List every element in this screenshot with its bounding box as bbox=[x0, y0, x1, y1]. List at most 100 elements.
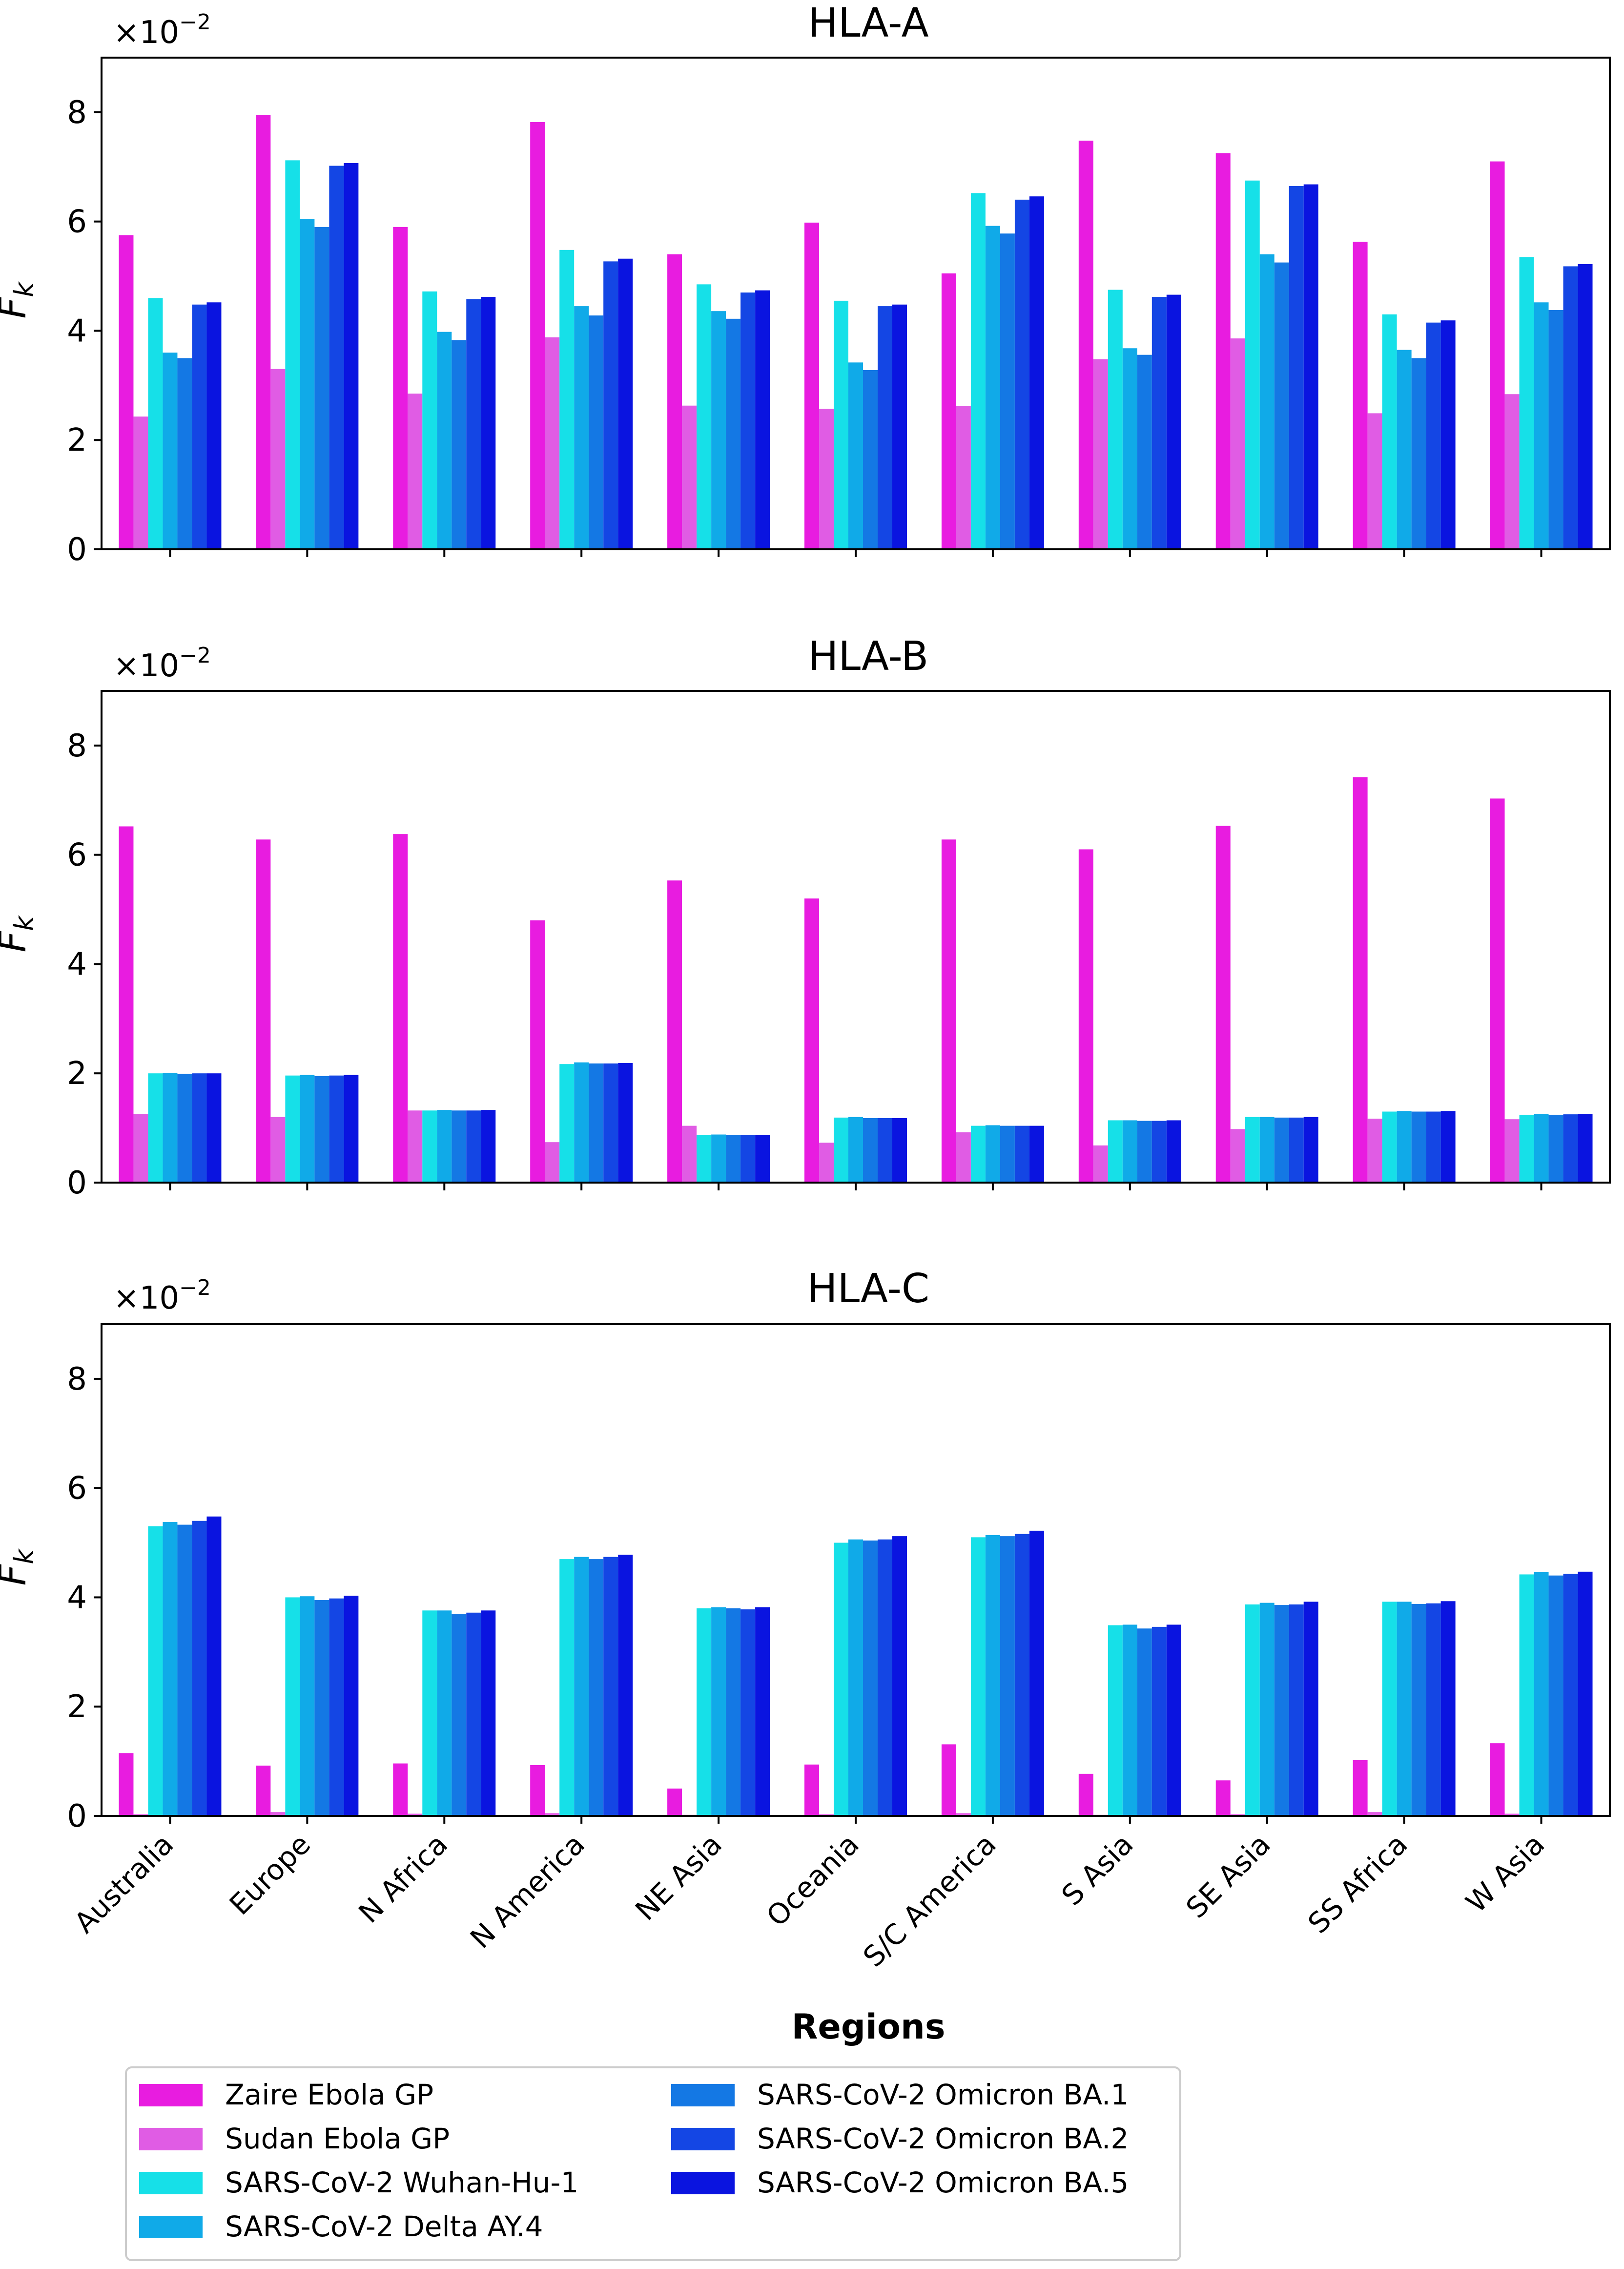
legend-label: SARS-CoV-2 Delta AY.4 bbox=[225, 2210, 543, 2243]
legend-label: SARS-CoV-2 Wuhan-Hu-1 bbox=[225, 2166, 578, 2199]
bar bbox=[1029, 1125, 1044, 1183]
panel-hla-c: HLA-C ×10−2 Fk 0 2 4 6 8 bbox=[0, 1266, 1611, 1834]
bar bbox=[1274, 262, 1289, 549]
legend-swatch bbox=[671, 2084, 735, 2106]
bar bbox=[711, 1607, 726, 1816]
bar bbox=[1093, 359, 1108, 549]
legend-frame bbox=[125, 2066, 1181, 2261]
bar bbox=[1426, 1111, 1441, 1183]
bar bbox=[1534, 302, 1549, 549]
y-tick-label: 0 bbox=[67, 1798, 87, 1834]
y-tick-label: 0 bbox=[67, 532, 87, 568]
bar bbox=[755, 1135, 770, 1183]
bar bbox=[618, 258, 633, 549]
bar bbox=[163, 353, 178, 549]
bar bbox=[574, 1557, 589, 1816]
bar bbox=[1504, 394, 1520, 549]
bar bbox=[667, 1789, 682, 1816]
bar bbox=[1563, 266, 1578, 549]
bar bbox=[437, 1110, 452, 1183]
bar bbox=[1397, 350, 1412, 549]
bar bbox=[163, 1522, 178, 1816]
bar bbox=[1078, 141, 1093, 549]
bar bbox=[1578, 264, 1593, 549]
bar bbox=[1440, 1601, 1456, 1816]
bar bbox=[589, 315, 604, 549]
bar bbox=[819, 409, 834, 549]
bar bbox=[1137, 1121, 1152, 1183]
panel-title: HLA-B bbox=[808, 633, 928, 680]
bar bbox=[667, 880, 682, 1183]
bar bbox=[804, 898, 819, 1183]
legend-label: Sudan Ebola GP bbox=[225, 2122, 450, 2155]
legend: Zaire Ebola GP Sudan Ebola GP SARS-CoV-2 W… bbox=[125, 2066, 1181, 2261]
legend-label: SARS-CoV-2 Omicron BA.2 bbox=[757, 2122, 1129, 2155]
y-tick-label: 2 bbox=[67, 1689, 87, 1725]
bar bbox=[1137, 1628, 1152, 1816]
bar bbox=[667, 254, 682, 549]
bar bbox=[1490, 798, 1505, 1183]
y-tick-label: 8 bbox=[67, 95, 87, 131]
bar bbox=[285, 160, 300, 550]
y-exponent-label: ×10−2 bbox=[113, 1275, 211, 1316]
bar bbox=[481, 1110, 496, 1183]
bar bbox=[285, 1597, 300, 1816]
bar bbox=[574, 306, 589, 549]
bar bbox=[618, 1062, 633, 1183]
bar bbox=[270, 1117, 286, 1183]
bar bbox=[1440, 320, 1456, 549]
bar bbox=[863, 370, 878, 549]
bar bbox=[1108, 1625, 1123, 1816]
y-tick-label: 2 bbox=[67, 1056, 87, 1092]
bar bbox=[1245, 180, 1260, 549]
bar bbox=[422, 1110, 437, 1183]
bar bbox=[878, 1118, 892, 1183]
bar bbox=[878, 306, 892, 549]
bar bbox=[956, 406, 971, 549]
bar bbox=[192, 304, 207, 549]
bar bbox=[1215, 1780, 1231, 1816]
bar bbox=[1078, 849, 1093, 1183]
bar bbox=[1259, 254, 1275, 549]
y-tick-label: 6 bbox=[67, 204, 87, 240]
y-exponent-label: ×10−2 bbox=[113, 643, 211, 684]
y-tick-label: 8 bbox=[67, 728, 87, 764]
bar bbox=[682, 1125, 697, 1183]
y-ticks: 0 2 4 6 8 bbox=[67, 1361, 102, 1834]
bar bbox=[740, 1135, 756, 1183]
bar bbox=[1259, 1117, 1275, 1183]
bar bbox=[1108, 1120, 1123, 1183]
bar bbox=[1578, 1571, 1593, 1816]
legend-swatch bbox=[139, 2216, 203, 2238]
bar bbox=[270, 1812, 286, 1816]
bar bbox=[119, 826, 134, 1183]
y-tick-label: 0 bbox=[67, 1165, 87, 1201]
bar bbox=[437, 1610, 452, 1816]
bar bbox=[1504, 1813, 1520, 1816]
bar bbox=[1367, 413, 1382, 549]
bars-group bbox=[119, 1516, 1593, 1816]
y-axis-label: Fk bbox=[0, 915, 40, 953]
panel-title: HLA-A bbox=[808, 0, 928, 46]
bar bbox=[1014, 1125, 1029, 1183]
bar bbox=[618, 1555, 633, 1816]
bar bbox=[1245, 1604, 1260, 1816]
bar bbox=[314, 1600, 329, 1816]
bar bbox=[970, 1537, 986, 1816]
bar bbox=[1166, 1120, 1181, 1183]
bar bbox=[206, 302, 222, 549]
bar bbox=[1215, 153, 1231, 549]
bar bbox=[1367, 1119, 1382, 1183]
bar bbox=[603, 1557, 618, 1816]
bar bbox=[711, 1134, 726, 1183]
bar bbox=[452, 1110, 467, 1183]
bar bbox=[466, 1612, 481, 1816]
bar bbox=[1426, 1603, 1441, 1816]
bar bbox=[300, 1596, 315, 1816]
bar bbox=[256, 1766, 271, 1816]
bar bbox=[834, 1542, 848, 1816]
bar bbox=[285, 1075, 300, 1183]
bar bbox=[1151, 1626, 1167, 1816]
y-tick-label: 4 bbox=[67, 1580, 87, 1616]
legend-swatch bbox=[139, 2172, 203, 2194]
